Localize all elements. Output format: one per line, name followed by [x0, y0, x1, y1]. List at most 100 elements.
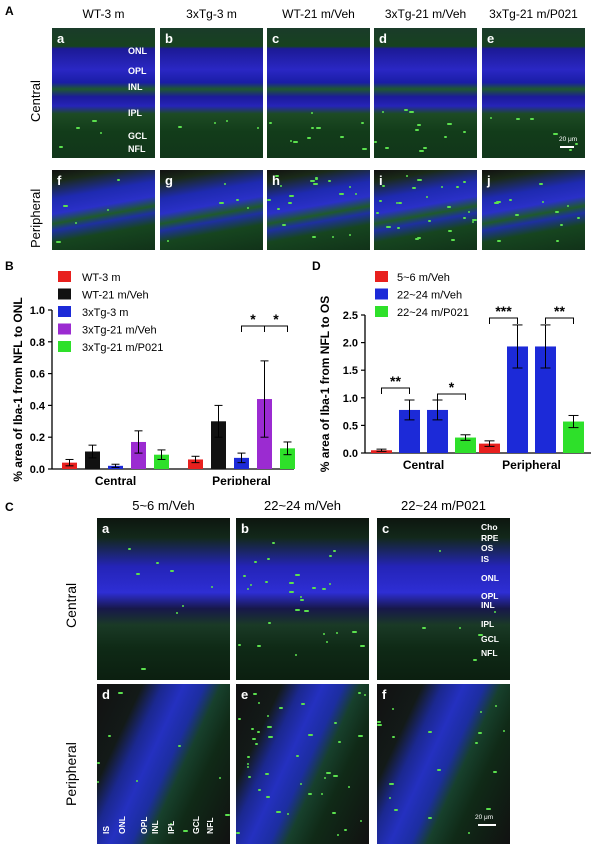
iba1-signal — [315, 178, 318, 180]
iba1-signal — [63, 205, 68, 207]
layer-label: INL — [150, 820, 160, 834]
legend-swatch — [375, 288, 388, 300]
iba1-signal — [428, 220, 431, 222]
iba1-signal — [247, 763, 249, 765]
iba1-signal — [486, 808, 491, 810]
iba1-signal — [118, 692, 123, 694]
iba1-signal — [236, 199, 239, 201]
layer-label: INL — [481, 600, 495, 610]
panel-label-c: C — [5, 500, 14, 514]
iba1-signal — [382, 185, 385, 187]
iba1-signal — [250, 584, 252, 586]
chart-b: 0.0 0.2 0.4 0.6 0.8 1.0 % area of Iba-1 from N… — [11, 271, 295, 485]
iba1-signal — [472, 219, 477, 221]
y-tick-label: 2.5 — [343, 310, 358, 322]
y-tick-label: 2.0 — [343, 338, 358, 350]
iba1-signal — [332, 812, 336, 814]
layer-label: IPL — [166, 820, 176, 834]
significance-marker: ** — [390, 373, 401, 389]
legend-swatch — [375, 271, 388, 282]
significance-bracket — [381, 387, 410, 394]
panel-c-column-title: 5~6 m/Veh — [132, 498, 195, 513]
iba1-signal — [108, 735, 111, 737]
iba1-signal — [182, 605, 184, 607]
iba1-signal — [289, 582, 294, 584]
layer-label: GCL — [191, 816, 201, 834]
layer-label: INL — [128, 82, 143, 92]
iba1-signal — [183, 830, 188, 832]
iba1-signal — [326, 772, 331, 774]
iba1-signal — [170, 570, 174, 572]
iba1-signal — [178, 126, 182, 128]
iba1-signal — [426, 196, 428, 198]
iba1-signal — [295, 654, 297, 656]
iba1-signal — [279, 707, 283, 709]
iba1-signal — [344, 829, 347, 831]
iba1-signal — [326, 641, 328, 643]
micrograph-peripheral: i — [374, 170, 477, 250]
iba1-signal — [136, 573, 140, 575]
iba1-signal — [397, 227, 400, 229]
iba1-signal — [295, 574, 300, 576]
iba1-signal — [428, 817, 432, 819]
iba1-signal — [468, 832, 470, 834]
legend-label: 22~24 m/Veh — [397, 290, 462, 302]
tile-letter: b — [241, 521, 249, 536]
panel-label-a: A — [5, 4, 14, 18]
iba1-signal — [323, 633, 325, 635]
panel-c-row-label-central: Central — [63, 582, 79, 628]
iba1-signal — [225, 814, 230, 816]
scale-bar-label: 20 μm — [559, 136, 578, 143]
iba1-signal — [392, 708, 394, 710]
panel-a-column-title: WT-21 m/Veh — [282, 7, 355, 21]
iba1-signal — [75, 222, 77, 224]
iba1-signal — [417, 179, 422, 181]
legend-swatch — [375, 306, 388, 317]
iba1-signal — [386, 226, 391, 228]
iba1-signal — [509, 199, 512, 201]
scale-bar-label: 20 μm — [475, 814, 494, 821]
iba1-signal — [167, 240, 169, 242]
scale-bar — [560, 146, 574, 148]
micrograph-central: a — [52, 28, 155, 158]
iba1-signal — [107, 209, 109, 211]
tile-letter: d — [102, 687, 110, 702]
iba1-signal — [226, 120, 228, 122]
significance-marker: ** — [554, 303, 565, 319]
layer-label: RPE — [481, 533, 499, 543]
iba1-signal — [247, 766, 249, 768]
panel-a-column-title: WT-3 m — [82, 7, 125, 21]
micrograph-central: c — [267, 28, 370, 158]
iba1-signal — [267, 558, 270, 560]
legend-label: 22~24 m/P021 — [397, 307, 469, 319]
iba1-signal — [254, 561, 257, 563]
iba1-signal — [268, 736, 273, 738]
iba1-signal — [290, 140, 292, 142]
iba1-signal — [349, 234, 351, 236]
tile-letter: a — [102, 521, 110, 536]
y-tick-label: 0.2 — [30, 432, 45, 444]
iba1-signal — [472, 221, 474, 223]
iba1-signal — [339, 193, 344, 195]
iba1-signal — [516, 118, 520, 120]
iba1-signal — [569, 149, 572, 151]
panel-c-column-title: 22~24 m/P021 — [401, 498, 486, 513]
iba1-signal — [296, 755, 299, 757]
group-label: Peripheral — [212, 474, 271, 485]
iba1-signal — [478, 634, 483, 636]
y-tick-label: 0.6 — [30, 369, 45, 381]
iba1-signal — [141, 668, 146, 670]
tile-letter: c — [272, 31, 280, 46]
iba1-signal — [289, 591, 294, 593]
iba1-signal — [447, 123, 452, 125]
significance-bracket — [489, 317, 518, 324]
iba1-signal — [247, 588, 249, 590]
iba1-signal — [312, 587, 316, 589]
legend-swatch — [58, 323, 71, 335]
iba1-signal — [251, 728, 254, 730]
micrograph-central: a — [97, 518, 230, 680]
iba1-signal — [542, 201, 544, 203]
iba1-signal — [444, 136, 447, 138]
iba1-signal — [295, 609, 300, 611]
panel-a-column-title: 3xTg-21 m/Veh — [384, 7, 467, 21]
